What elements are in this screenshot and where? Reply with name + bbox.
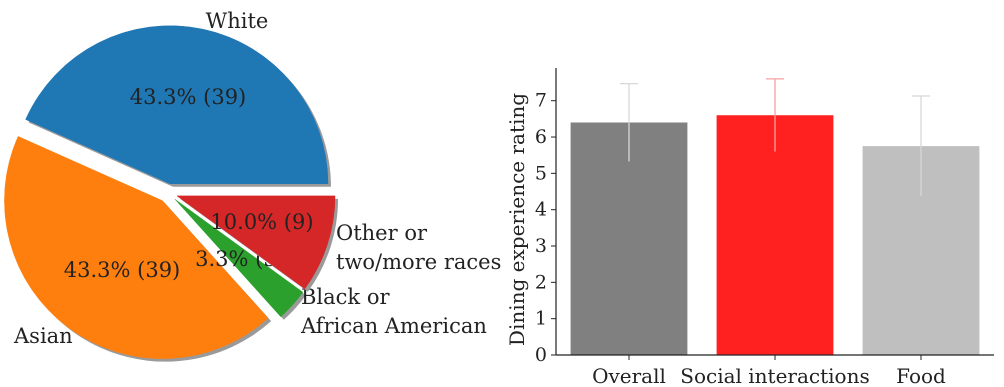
- pie-pct-label-asian: 43.3% (39): [64, 258, 181, 282]
- pie-slice-asian: [4, 136, 269, 359]
- pie-label-asian: Asian: [13, 324, 73, 348]
- y-tick-label-0: 0: [535, 344, 547, 366]
- y-tick-label-6: 6: [535, 126, 547, 148]
- pie-label-white: White: [206, 9, 269, 33]
- pie-slice-black-or-african-american: [174, 199, 304, 318]
- y-tick-label-1: 1: [535, 308, 547, 330]
- x-tick-label-overall: Overall: [592, 364, 666, 387]
- pie-slice-white: [25, 25, 329, 184]
- pie-label-other-or-two-more-races-line-1: Other or: [336, 221, 428, 245]
- x-tick-label-social-interactions: Social interactions: [680, 364, 869, 387]
- bar-social-interactions: [716, 115, 834, 356]
- pie-label-black-or-african-american-line-1: Black or: [301, 285, 390, 309]
- y-axis-label: Dining experience rating: [505, 93, 529, 346]
- y-tick-label-2: 2: [535, 271, 547, 293]
- pie-pct-label-white: 43.3% (39): [130, 85, 247, 109]
- y-tick-label-5: 5: [535, 162, 547, 184]
- x-tick-label-food: Food: [896, 364, 946, 387]
- pie-chart: White 43.3% (39) Asian 43.3% (39) Black or Af…: [4, 9, 501, 362]
- y-tick-label-7: 7: [535, 90, 547, 112]
- pie-label-black-or-african-american-line-2: African American: [300, 314, 487, 338]
- y-tick-label-4: 4: [535, 199, 547, 221]
- bar-chart: Overall Social interactions Food 0 1 2 3 4 5 6 7 Di…: [505, 68, 994, 387]
- pie-label-other-or-two-more-races-line-2: two/more races: [336, 250, 501, 274]
- pie-slice-other-or-two-more-races: [176, 195, 336, 290]
- y-tick-label-3: 3: [535, 235, 547, 257]
- pie-pct-label-other-or-two-more-races: 10.0% (9): [210, 210, 313, 234]
